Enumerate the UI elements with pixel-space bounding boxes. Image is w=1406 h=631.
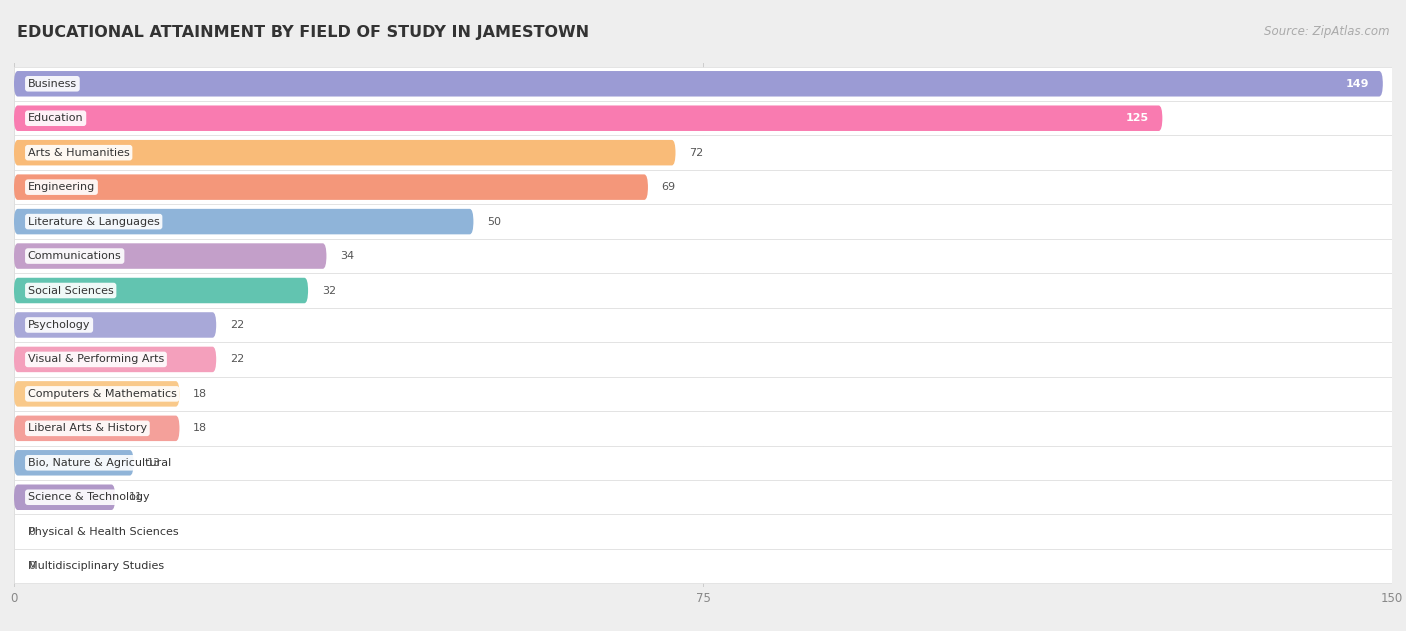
Text: Bio, Nature & Agricultural: Bio, Nature & Agricultural (28, 457, 172, 468)
Text: Engineering: Engineering (28, 182, 96, 192)
FancyBboxPatch shape (14, 549, 1392, 584)
Text: Literature & Languages: Literature & Languages (28, 216, 160, 227)
Text: 50: 50 (486, 216, 501, 227)
FancyBboxPatch shape (14, 105, 1163, 131)
FancyBboxPatch shape (14, 66, 1392, 101)
Text: Communications: Communications (28, 251, 121, 261)
FancyBboxPatch shape (14, 342, 1392, 377)
Text: Arts & Humanities: Arts & Humanities (28, 148, 129, 158)
FancyBboxPatch shape (14, 312, 217, 338)
Text: Multidisciplinary Studies: Multidisciplinary Studies (28, 561, 165, 571)
Text: Education: Education (28, 113, 83, 123)
FancyBboxPatch shape (14, 273, 1392, 308)
Text: 18: 18 (193, 423, 207, 433)
Text: 69: 69 (662, 182, 676, 192)
FancyBboxPatch shape (14, 136, 1392, 170)
Text: 22: 22 (231, 320, 245, 330)
Text: EDUCATIONAL ATTAINMENT BY FIELD OF STUDY IN JAMESTOWN: EDUCATIONAL ATTAINMENT BY FIELD OF STUDY… (17, 25, 589, 40)
FancyBboxPatch shape (14, 377, 1392, 411)
FancyBboxPatch shape (14, 239, 1392, 273)
FancyBboxPatch shape (14, 445, 1392, 480)
Text: Computers & Mathematics: Computers & Mathematics (28, 389, 177, 399)
Text: 0: 0 (28, 561, 35, 571)
FancyBboxPatch shape (14, 514, 1392, 549)
FancyBboxPatch shape (14, 101, 1392, 136)
FancyBboxPatch shape (14, 346, 217, 372)
Text: 149: 149 (1346, 79, 1369, 89)
FancyBboxPatch shape (14, 140, 675, 165)
FancyBboxPatch shape (14, 480, 1392, 514)
FancyBboxPatch shape (14, 278, 308, 304)
Text: Science & Technology: Science & Technology (28, 492, 149, 502)
Text: Physical & Health Sciences: Physical & Health Sciences (28, 527, 179, 537)
FancyBboxPatch shape (14, 170, 1392, 204)
FancyBboxPatch shape (14, 308, 1392, 342)
Text: 13: 13 (148, 457, 162, 468)
FancyBboxPatch shape (14, 71, 1384, 97)
Text: 125: 125 (1125, 113, 1149, 123)
Text: 0: 0 (28, 527, 35, 537)
FancyBboxPatch shape (14, 485, 115, 510)
FancyBboxPatch shape (14, 209, 474, 234)
Text: Visual & Performing Arts: Visual & Performing Arts (28, 355, 165, 365)
Text: Psychology: Psychology (28, 320, 90, 330)
FancyBboxPatch shape (14, 411, 1392, 445)
Text: 18: 18 (193, 389, 207, 399)
Text: 72: 72 (689, 148, 703, 158)
Text: 22: 22 (231, 355, 245, 365)
Text: 34: 34 (340, 251, 354, 261)
Text: Social Sciences: Social Sciences (28, 285, 114, 295)
Text: Source: ZipAtlas.com: Source: ZipAtlas.com (1264, 25, 1389, 38)
Text: Liberal Arts & History: Liberal Arts & History (28, 423, 148, 433)
FancyBboxPatch shape (14, 381, 180, 406)
FancyBboxPatch shape (14, 204, 1392, 239)
Text: 11: 11 (129, 492, 143, 502)
Text: 32: 32 (322, 285, 336, 295)
FancyBboxPatch shape (14, 416, 180, 441)
Text: Business: Business (28, 79, 77, 89)
FancyBboxPatch shape (14, 244, 326, 269)
FancyBboxPatch shape (14, 450, 134, 476)
FancyBboxPatch shape (14, 174, 648, 200)
